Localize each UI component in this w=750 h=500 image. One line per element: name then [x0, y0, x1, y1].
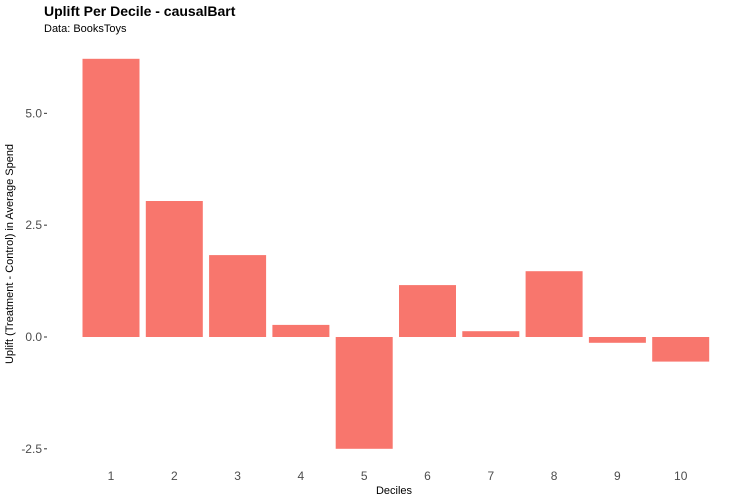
- x-tick-label: 7: [487, 469, 494, 483]
- x-tick-label: 5: [361, 469, 368, 483]
- bar-decile-8: [525, 271, 583, 337]
- x-axis-label: Deciles: [376, 485, 413, 497]
- x-axis: 1 2 3 4 5 6 7 8 9 10: [108, 469, 688, 483]
- y-axis: -2.5 0.0 2.5 5.0: [21, 106, 47, 456]
- y-tick-label: 0.0: [25, 330, 42, 344]
- y-tick-label: -2.5: [21, 442, 42, 456]
- chart-title: Uplift Per Decile - causalBart: [44, 3, 236, 19]
- x-tick-label: 8: [551, 469, 558, 483]
- y-tick-label: 5.0: [25, 106, 42, 120]
- y-axis-label: Uplift (Treatment - Control) in Average …: [4, 144, 16, 364]
- bar-decile-6: [399, 285, 456, 337]
- x-tick-label: 6: [424, 469, 431, 483]
- x-tick-label: 4: [298, 469, 305, 483]
- x-tick-label: 9: [614, 469, 621, 483]
- bar-decile-1: [82, 58, 140, 338]
- x-tick-label: 1: [108, 469, 115, 483]
- bar-decile-5: [335, 337, 393, 449]
- x-tick-label: 10: [674, 469, 688, 483]
- bar-decile-10: [652, 337, 710, 362]
- bar-decile-2: [145, 201, 203, 337]
- y-tick-label: 2.5: [25, 218, 42, 232]
- bar-decile-4: [272, 324, 330, 337]
- x-tick-label: 2: [171, 469, 178, 483]
- bar-decile-9: [588, 337, 646, 343]
- bar-decile-3: [209, 255, 267, 337]
- chart-subtitle: Data: BooksToys: [44, 23, 127, 35]
- bars-group: [82, 58, 710, 449]
- x-tick-label: 3: [234, 469, 241, 483]
- bar-decile-7: [462, 331, 520, 337]
